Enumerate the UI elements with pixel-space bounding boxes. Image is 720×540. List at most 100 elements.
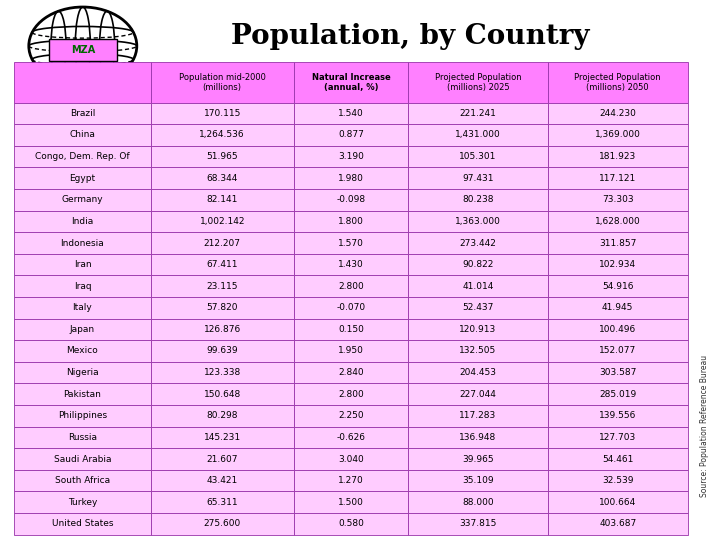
Bar xyxy=(150,124,294,146)
Text: 181.923: 181.923 xyxy=(599,152,636,161)
Text: 1.570: 1.570 xyxy=(338,239,364,247)
Text: 1,002.142: 1,002.142 xyxy=(199,217,245,226)
Bar xyxy=(14,189,150,211)
Bar xyxy=(14,254,150,275)
Bar xyxy=(294,362,408,383)
Bar xyxy=(548,405,688,427)
Text: 1.430: 1.430 xyxy=(338,260,364,269)
Bar xyxy=(548,189,688,211)
Bar xyxy=(548,211,688,232)
Bar xyxy=(408,513,548,535)
Text: 0.877: 0.877 xyxy=(338,131,364,139)
Text: 65.311: 65.311 xyxy=(207,498,238,507)
Text: 221.241: 221.241 xyxy=(459,109,496,118)
Text: 21.607: 21.607 xyxy=(207,455,238,463)
Bar xyxy=(150,340,294,362)
Bar xyxy=(548,470,688,491)
Text: 100.664: 100.664 xyxy=(599,498,636,507)
Text: Iraq: Iraq xyxy=(73,282,91,291)
Text: 227.044: 227.044 xyxy=(459,390,496,399)
Text: 68.344: 68.344 xyxy=(207,174,238,183)
Bar xyxy=(408,297,548,319)
Bar xyxy=(150,211,294,232)
Bar xyxy=(408,62,548,103)
Bar xyxy=(408,275,548,297)
Text: 51.965: 51.965 xyxy=(207,152,238,161)
Bar xyxy=(548,232,688,254)
Text: 32.539: 32.539 xyxy=(602,476,634,485)
Bar xyxy=(14,340,150,362)
Text: Population, by Country: Population, by Country xyxy=(231,23,590,50)
Text: 2.800: 2.800 xyxy=(338,390,364,399)
Bar xyxy=(294,405,408,427)
Text: 212.207: 212.207 xyxy=(204,239,240,247)
Text: 80.298: 80.298 xyxy=(207,411,238,420)
Text: 117.283: 117.283 xyxy=(459,411,497,420)
Bar xyxy=(14,211,150,232)
Bar xyxy=(408,470,548,491)
Bar xyxy=(150,103,294,124)
Bar xyxy=(14,124,150,146)
Text: 244.230: 244.230 xyxy=(599,109,636,118)
Bar xyxy=(150,189,294,211)
Text: 145.231: 145.231 xyxy=(204,433,240,442)
Text: Japan: Japan xyxy=(70,325,95,334)
Text: 127.703: 127.703 xyxy=(599,433,636,442)
Text: 52.437: 52.437 xyxy=(462,303,494,312)
Text: Indonesia: Indonesia xyxy=(60,239,104,247)
Text: 123.338: 123.338 xyxy=(204,368,241,377)
Text: 99.639: 99.639 xyxy=(207,347,238,355)
Text: 1,369.000: 1,369.000 xyxy=(595,131,641,139)
Bar xyxy=(150,297,294,319)
Text: 1.980: 1.980 xyxy=(338,174,364,183)
Text: Nigeria: Nigeria xyxy=(66,368,99,377)
Text: 117.121: 117.121 xyxy=(599,174,636,183)
Text: Italy: Italy xyxy=(73,303,92,312)
Bar xyxy=(294,383,408,405)
Bar xyxy=(150,362,294,383)
Text: India: India xyxy=(71,217,94,226)
Text: 90.822: 90.822 xyxy=(462,260,494,269)
Text: Congo, Dem. Rep. Of: Congo, Dem. Rep. Of xyxy=(35,152,130,161)
Text: 41.014: 41.014 xyxy=(462,282,494,291)
Bar xyxy=(294,146,408,167)
Bar xyxy=(548,319,688,340)
Bar xyxy=(14,513,150,535)
Bar xyxy=(294,62,408,103)
Bar xyxy=(14,470,150,491)
Text: 150.648: 150.648 xyxy=(204,390,241,399)
Bar xyxy=(150,470,294,491)
Text: MZA: MZA xyxy=(71,45,95,55)
Bar xyxy=(408,103,548,124)
Text: 120.913: 120.913 xyxy=(459,325,497,334)
Text: 303.587: 303.587 xyxy=(599,368,636,377)
Bar xyxy=(14,297,150,319)
Bar xyxy=(408,167,548,189)
Bar xyxy=(294,275,408,297)
Text: 152.077: 152.077 xyxy=(599,347,636,355)
Text: 3.040: 3.040 xyxy=(338,455,364,463)
Bar xyxy=(294,103,408,124)
Bar xyxy=(408,319,548,340)
Text: 139.556: 139.556 xyxy=(599,411,636,420)
Text: 1,363.000: 1,363.000 xyxy=(455,217,501,226)
Bar xyxy=(408,448,548,470)
Bar xyxy=(294,254,408,275)
Bar xyxy=(408,405,548,427)
Text: 23.115: 23.115 xyxy=(207,282,238,291)
Bar xyxy=(150,491,294,513)
Bar xyxy=(150,427,294,448)
Text: 43.421: 43.421 xyxy=(207,476,238,485)
Text: Population mid-2000
(millions): Population mid-2000 (millions) xyxy=(179,73,266,92)
Text: 54.916: 54.916 xyxy=(602,282,634,291)
Bar xyxy=(150,275,294,297)
Bar xyxy=(548,427,688,448)
Text: 88.000: 88.000 xyxy=(462,498,494,507)
Text: 136.948: 136.948 xyxy=(459,433,497,442)
Text: 82.141: 82.141 xyxy=(207,195,238,204)
Text: 1,628.000: 1,628.000 xyxy=(595,217,641,226)
Bar xyxy=(548,362,688,383)
Text: 105.301: 105.301 xyxy=(459,152,497,161)
Bar xyxy=(150,513,294,535)
Text: 1.950: 1.950 xyxy=(338,347,364,355)
